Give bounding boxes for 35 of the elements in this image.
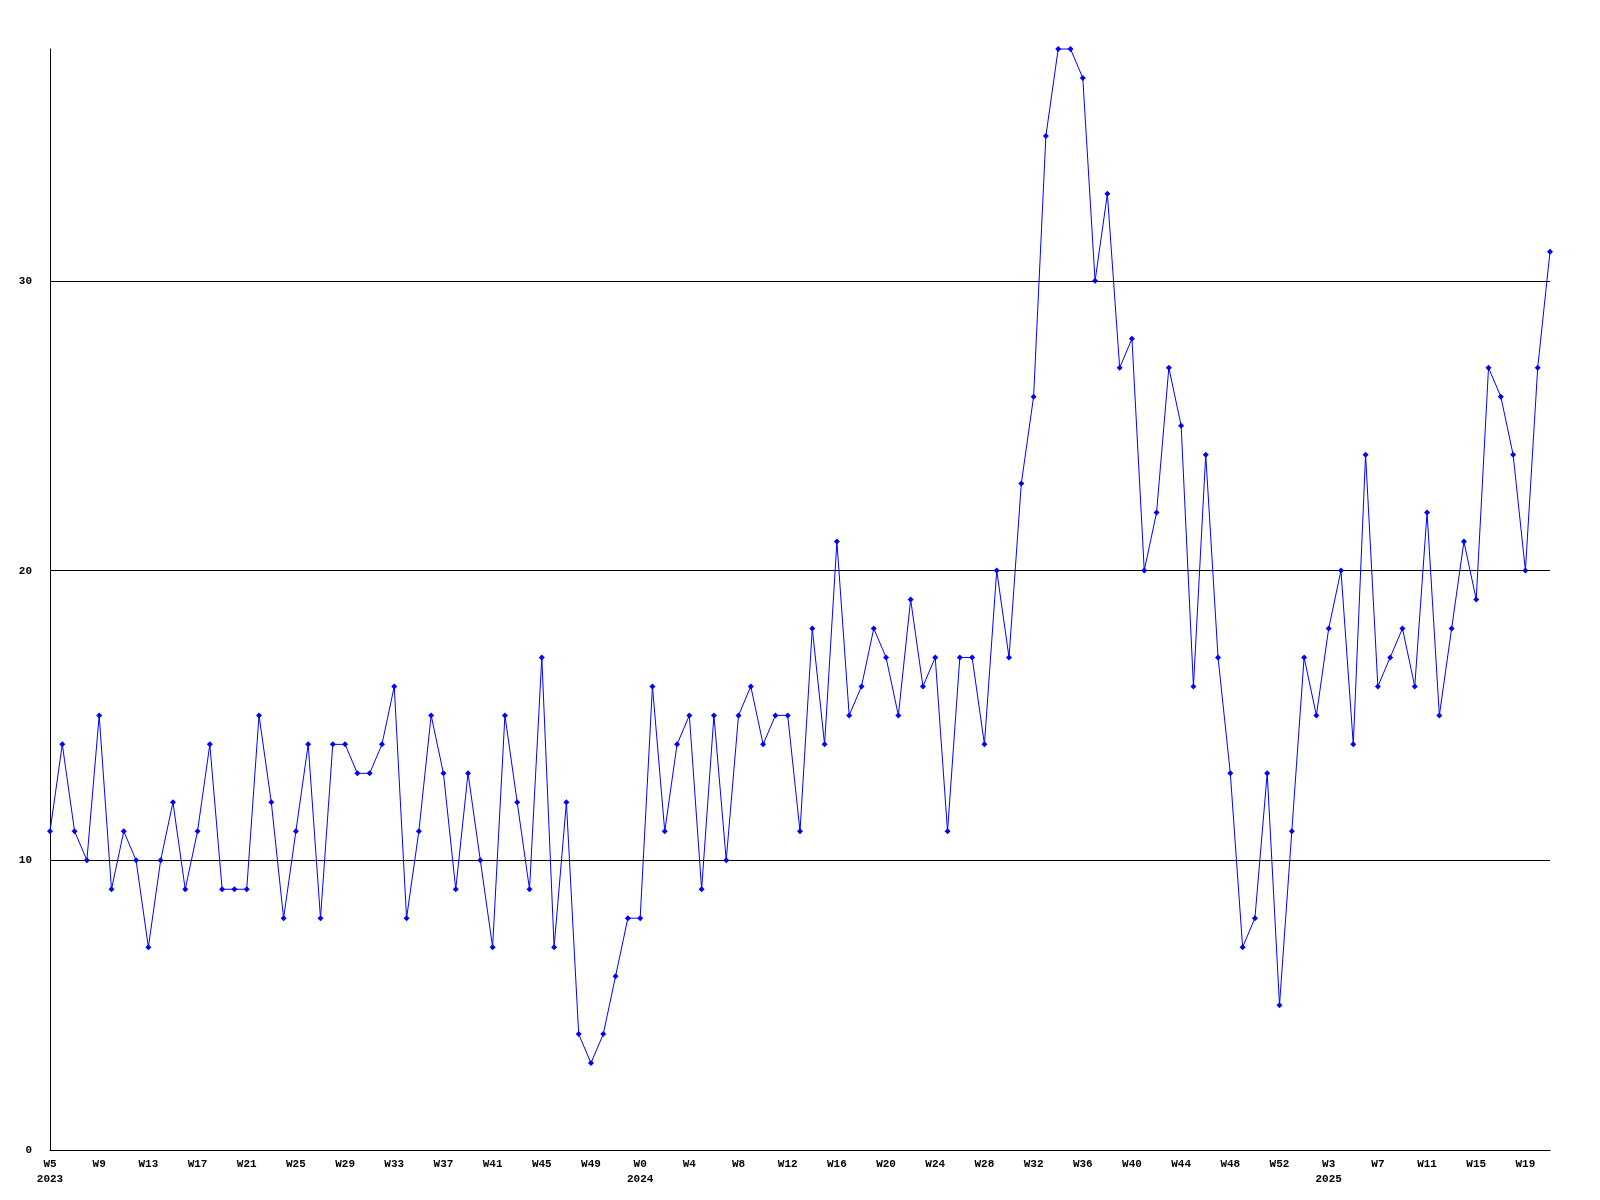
x-tick-label: W12: [777, 1157, 798, 1170]
x-tick-label: W41: [482, 1157, 503, 1170]
x-tick-label: W28: [974, 1157, 995, 1170]
x-tick-label: W21: [236, 1157, 258, 1170]
x-tick-label: W3 2025: [1315, 1157, 1343, 1185]
x-tick-label: W49: [581, 1157, 601, 1170]
x-tick-label: W33: [384, 1157, 405, 1170]
x-tick-label: W45: [531, 1157, 553, 1170]
y-tick-label: 30: [18, 274, 32, 287]
x-tick-label: W48: [1220, 1157, 1241, 1170]
x-tick-label: W37: [433, 1157, 454, 1170]
x-tick-label: W13: [138, 1157, 159, 1170]
x-tick-label: W32: [1023, 1157, 1044, 1170]
x-tick-label: W25: [286, 1157, 307, 1170]
x-tick-label: W36: [1072, 1157, 1093, 1170]
x-tick-label: W4: [682, 1157, 697, 1170]
x-tick-label: W15: [1466, 1157, 1487, 1170]
y-tick-label: 0: [25, 1144, 32, 1156]
x-tick-label: W19: [1515, 1157, 1536, 1170]
x-tick-label: W16: [826, 1157, 847, 1170]
x-tick-label: W8: [731, 1157, 746, 1170]
x-tick-label: W20: [876, 1157, 896, 1170]
x-tick-label: W9: [92, 1157, 106, 1170]
x-tick-label: W29: [335, 1157, 355, 1170]
y-tick-label: 10: [18, 854, 32, 867]
x-tick-label: W40: [1122, 1157, 1142, 1170]
x-tick-label: W44: [1171, 1157, 1192, 1170]
x-tick-label: W7: [1371, 1157, 1385, 1170]
x-tick-label: W11: [1417, 1157, 1438, 1170]
x-tick-label: W5 2023: [36, 1157, 64, 1185]
x-tick-label: W24: [925, 1157, 946, 1170]
x-tick-label: W17: [187, 1157, 208, 1170]
y-tick-label: 20: [18, 564, 32, 577]
x-tick-label: W0 2024: [626, 1157, 654, 1185]
x-tick-label: W52: [1269, 1157, 1290, 1170]
